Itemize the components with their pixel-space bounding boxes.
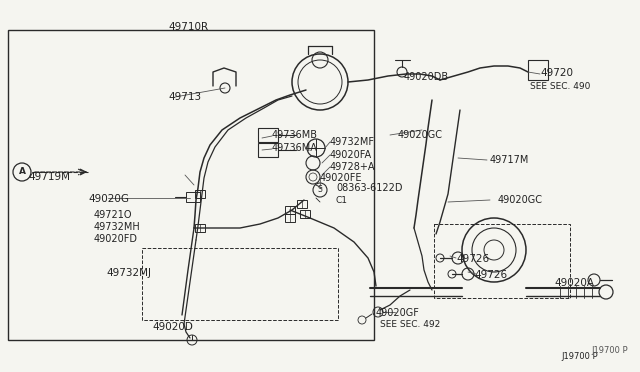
- Text: 49020FA: 49020FA: [330, 150, 372, 160]
- Text: S: S: [317, 186, 323, 195]
- Text: 49717M: 49717M: [490, 155, 529, 165]
- Text: 49020GF: 49020GF: [376, 308, 420, 318]
- Text: 49020GC: 49020GC: [498, 195, 543, 205]
- Bar: [300, 210, 310, 218]
- Text: 49728+A: 49728+A: [330, 162, 376, 172]
- Text: 49020DB: 49020DB: [404, 72, 449, 82]
- Text: 49020GC: 49020GC: [398, 130, 443, 140]
- Text: J19700 P: J19700 P: [561, 352, 598, 361]
- Bar: [8, 30, 374, 340]
- Text: 49720: 49720: [540, 68, 573, 78]
- Bar: [186, 192, 200, 202]
- Text: 49719M: 49719M: [28, 172, 70, 182]
- Bar: [195, 224, 205, 232]
- Text: 49736MA: 49736MA: [272, 143, 318, 153]
- Text: 49732MF: 49732MF: [330, 137, 375, 147]
- Text: 49020FE: 49020FE: [320, 173, 362, 183]
- Text: SEE SEC. 490: SEE SEC. 490: [530, 82, 590, 91]
- Text: 49726: 49726: [456, 254, 489, 264]
- Bar: [195, 190, 205, 198]
- Text: 49732MJ: 49732MJ: [106, 268, 151, 278]
- Text: 49713: 49713: [168, 92, 201, 102]
- Text: 49726: 49726: [474, 270, 507, 280]
- Text: 49020FD: 49020FD: [94, 234, 138, 244]
- Text: J19700 P: J19700 P: [591, 346, 628, 355]
- Text: 49020A: 49020A: [554, 278, 594, 288]
- Bar: [297, 200, 307, 208]
- Bar: [258, 128, 278, 142]
- Bar: [528, 60, 548, 80]
- Text: 49732MH: 49732MH: [94, 222, 141, 232]
- Bar: [285, 206, 295, 214]
- Text: A: A: [19, 167, 26, 176]
- Bar: [142, 248, 338, 320]
- Bar: [258, 143, 278, 157]
- Text: 49020G: 49020G: [88, 194, 129, 204]
- Text: C1: C1: [336, 196, 348, 205]
- Bar: [434, 224, 570, 298]
- Text: SEE SEC. 492: SEE SEC. 492: [380, 320, 440, 329]
- Text: 49736MB: 49736MB: [272, 130, 318, 140]
- Text: 49721O: 49721O: [94, 210, 132, 220]
- Text: 49710R: 49710R: [168, 22, 208, 32]
- Text: 08363-6122D: 08363-6122D: [336, 183, 403, 193]
- Bar: [285, 214, 295, 222]
- Text: 49020D: 49020D: [152, 322, 193, 332]
